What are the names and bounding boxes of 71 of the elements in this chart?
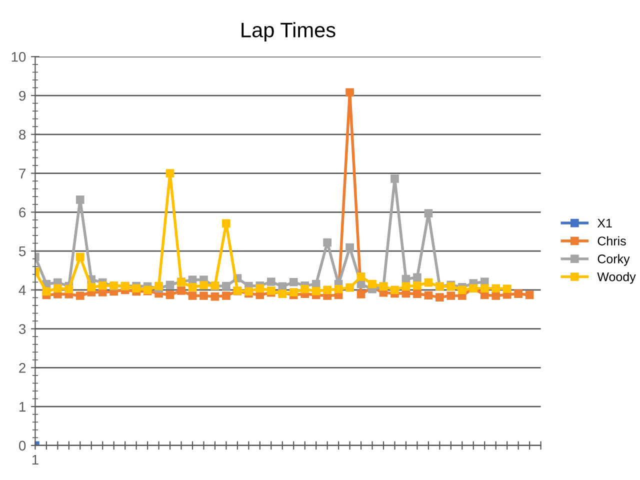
point (222, 219, 230, 228)
point (154, 282, 163, 290)
point (458, 286, 466, 294)
point (413, 281, 422, 290)
point (256, 284, 264, 293)
point (502, 284, 512, 293)
point (492, 284, 500, 293)
point (436, 293, 444, 302)
point (424, 209, 433, 218)
y-tick-label: 3 (18, 324, 26, 334)
point (266, 278, 276, 286)
point (390, 174, 399, 183)
y-tick-label: 4 (18, 285, 26, 295)
point (222, 292, 230, 300)
point (492, 292, 500, 300)
point (76, 292, 84, 300)
legend-label: Corky (598, 254, 630, 266)
point (514, 290, 522, 298)
y-tick-label: 5 (19, 246, 26, 256)
point (166, 290, 174, 300)
point (210, 292, 220, 301)
point (334, 284, 343, 294)
point (346, 243, 354, 252)
point (390, 286, 399, 294)
point (356, 272, 366, 281)
y-tick-label: 9 (19, 90, 26, 101)
point (323, 286, 332, 294)
point (188, 283, 197, 292)
point (64, 284, 74, 294)
point (446, 292, 456, 300)
point (76, 252, 84, 262)
y-tick-label: 10 (12, 52, 26, 62)
point (177, 286, 186, 295)
point (132, 284, 140, 293)
y-tick-label: 6 (19, 207, 26, 218)
point (346, 283, 354, 292)
point (200, 281, 208, 290)
point (312, 286, 320, 296)
point (76, 196, 84, 204)
point (166, 280, 174, 290)
point (289, 288, 298, 296)
y-tick-label: 1 (20, 402, 26, 412)
chart-title: Lap Times (242, 22, 336, 42)
point (87, 283, 96, 292)
point (346, 88, 354, 97)
y-tick-label: 8 (19, 130, 26, 140)
point (413, 273, 422, 282)
point (368, 280, 376, 288)
point (54, 284, 62, 293)
point (200, 292, 208, 300)
point (402, 282, 410, 291)
point (413, 290, 422, 298)
point (525, 290, 534, 300)
point (166, 169, 174, 178)
point (300, 284, 310, 294)
point (98, 281, 107, 290)
point (323, 238, 332, 247)
point (480, 284, 489, 293)
y-tick-label: 2 (19, 363, 26, 373)
legend-label: X1 (597, 218, 612, 228)
point (222, 282, 230, 290)
legend-label: Woody (597, 272, 636, 284)
point (424, 278, 433, 287)
point (42, 287, 51, 296)
point (289, 278, 298, 286)
y-tick-label: 7 (19, 168, 26, 178)
point (424, 291, 433, 300)
point (356, 290, 366, 298)
y-tick-label: 0 (18, 440, 26, 451)
point (188, 292, 197, 300)
legend-label: Chris (598, 236, 626, 246)
